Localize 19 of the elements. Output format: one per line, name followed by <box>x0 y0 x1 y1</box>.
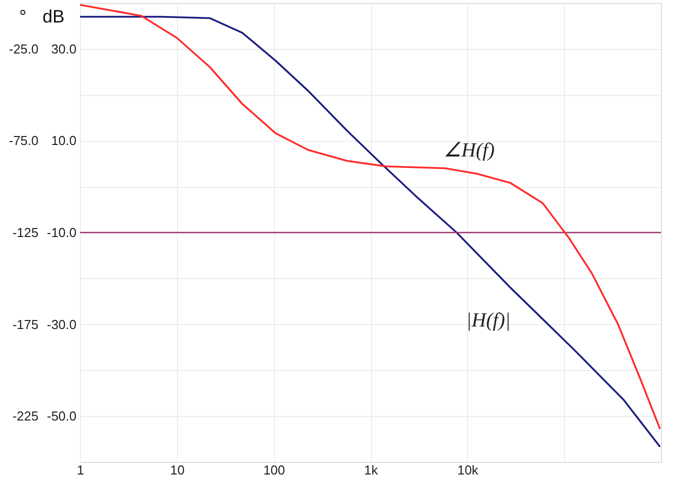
y-tick-label: -10.0 <box>46 225 76 240</box>
x-tick-label: 1 <box>76 462 84 478</box>
x-tick-label: 10 <box>170 462 185 478</box>
series-label: |H(f)| <box>466 310 510 332</box>
x-tick-label: 10k <box>457 462 479 478</box>
y2-axis-title: ° <box>19 6 26 26</box>
y2-tick-label: -175 <box>12 316 38 332</box>
y2-tick-label: -75.0 <box>8 133 38 148</box>
y-axis-title: dB <box>42 6 64 26</box>
series-label: ∠H(f) <box>443 140 496 162</box>
y2-tick-label: -225 <box>12 408 38 424</box>
y-tick-label: 10.0 <box>51 133 76 148</box>
y-tick-label: 30.0 <box>51 41 76 56</box>
y-tick-label: -50.0 <box>46 408 76 424</box>
y2-tick-label: -125 <box>12 225 38 240</box>
x-tick-label: 100 <box>263 462 286 478</box>
y-tick-label: -30.0 <box>46 316 76 332</box>
y2-tick-label: -25.0 <box>8 41 38 56</box>
x-tick-label: 1k <box>364 462 378 478</box>
